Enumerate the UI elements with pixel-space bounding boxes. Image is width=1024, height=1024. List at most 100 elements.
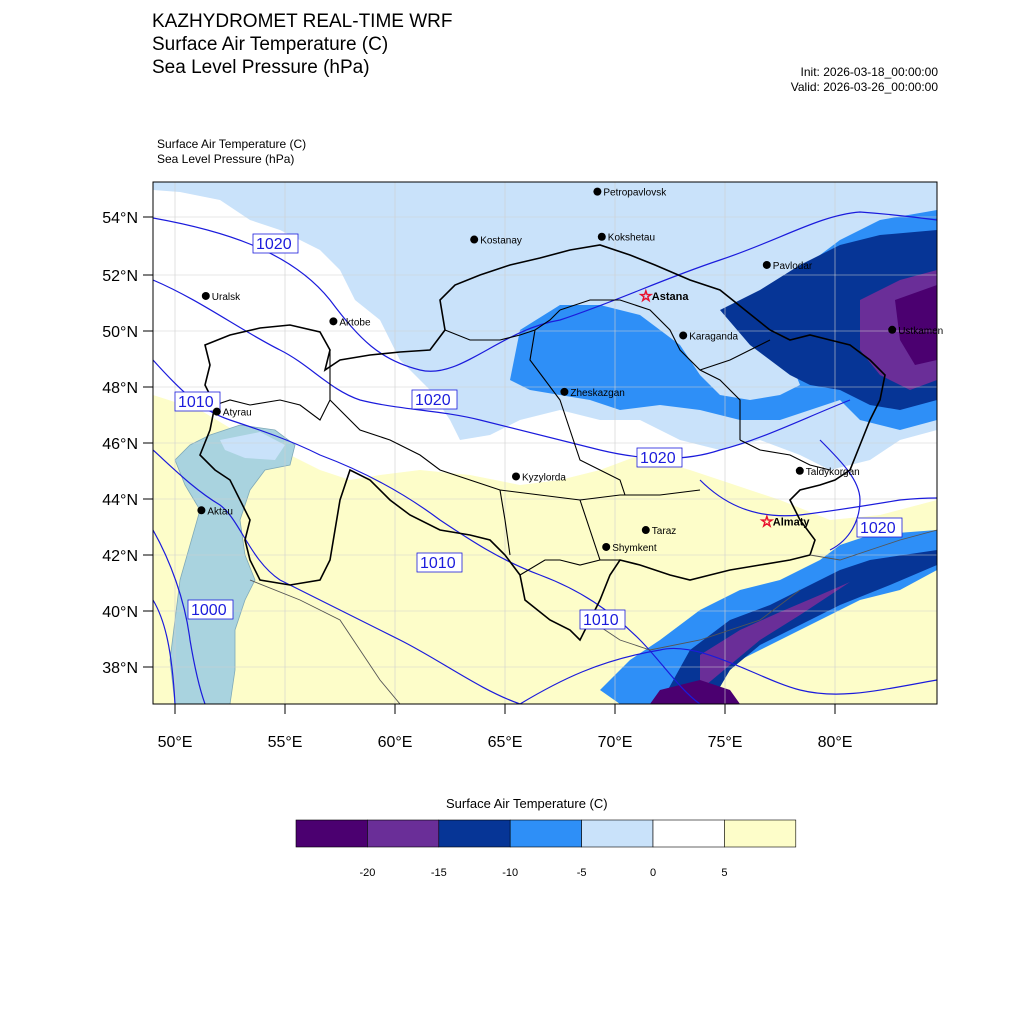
cool-zone-west — [153, 190, 360, 350]
country-border — [199, 244, 886, 642]
colorbar-swatch — [652, 819, 725, 848]
city-marker-shymkent: Shymkent — [602, 542, 657, 554]
lon-label: 75°E — [708, 734, 743, 751]
colorbar-tick-label: -10 — [502, 867, 519, 879]
lon-label: 65°E — [488, 734, 523, 751]
city-marker-petropavlovsk: Petropavlovsk — [593, 187, 667, 199]
city-label: Pavlodar — [773, 261, 813, 272]
init-time: Init: 2026-03-18_00:00:00 — [800, 65, 938, 79]
svg-text:1020: 1020 — [415, 392, 451, 409]
city-marker-kyzylorda: Kyzylorda — [512, 472, 566, 483]
lat-label: 46°N — [102, 436, 138, 453]
city-marker-kostanay: Kostanay — [470, 235, 522, 247]
colorbar-swatch — [438, 819, 511, 848]
city-label: Kokshetau — [608, 233, 655, 244]
city-marker-taldykorgan: Taldykorgan — [795, 466, 860, 478]
colorbar-tick-label: 5 — [721, 867, 728, 879]
longitude-labels: 50°E 55°E 60°E 65°E 70°E 75°E 80°E — [158, 704, 853, 751]
isobar-label: 1020 — [411, 389, 458, 410]
city-label: Petropavlovsk — [603, 188, 667, 199]
map-field — [153, 182, 937, 704]
isobar-label: 1010 — [579, 609, 626, 630]
svg-text:1020: 1020 — [640, 450, 676, 467]
lon-label: 60°E — [378, 734, 413, 751]
title-line-3: Sea Level Pressure (hPa) — [152, 57, 370, 78]
svg-text:1000: 1000 — [191, 602, 227, 619]
city-marker-uralsk: Uralsk — [201, 291, 241, 303]
colorbar-swatch — [724, 819, 797, 848]
city-dot-icon — [597, 232, 606, 241]
city-label: Taldykorgan — [806, 467, 860, 478]
city-dot-icon — [560, 387, 569, 396]
city-dot-icon — [641, 526, 650, 535]
caspian-sea — [169, 424, 296, 704]
svg-text:1010: 1010 — [178, 394, 214, 411]
city-dot-icon — [888, 325, 897, 334]
latitude-labels: 54°N 52°N 50°N 48°N 46°N 44°N 42°N 40°N … — [102, 210, 153, 677]
city-dot-icon — [762, 260, 771, 269]
oblast-borders — [214, 299, 831, 576]
city-marker-aktau: Aktau — [197, 506, 233, 517]
isobar-label: 1020 — [252, 233, 299, 254]
city-marker-karaganda: Karaganda — [679, 331, 739, 342]
arctic-zone-south — [650, 680, 740, 704]
isobar-label: 1020 — [856, 517, 903, 538]
city-label: Kyzylorda — [522, 472, 566, 483]
city-dot-icon — [329, 317, 338, 326]
capital-star-icon: ☆ — [760, 514, 773, 531]
lon-label: 70°E — [598, 734, 633, 751]
lat-label: 50°N — [102, 324, 138, 341]
city-label: Taraz — [652, 526, 676, 537]
colorbar-tick-label: -20 — [359, 867, 376, 879]
city-marker-kokshetau: Kokshetau — [597, 232, 655, 244]
graticule — [153, 182, 937, 704]
city-marker-zheskazgan: Zheskazgan — [560, 387, 625, 399]
city-label: Almaty — [773, 517, 811, 529]
lat-label: 42°N — [102, 548, 138, 565]
isobar-label: 1010 — [174, 391, 221, 412]
svg-text:1020: 1020 — [256, 236, 292, 253]
city-label: Uralsk — [212, 292, 241, 303]
lon-label: 55°E — [268, 734, 303, 751]
city-label: Aktobe — [339, 317, 371, 328]
neighbor-borders — [249, 529, 937, 704]
city-label: Shymkent — [612, 543, 657, 554]
colorbar-tick-label: -15 — [430, 867, 447, 879]
lon-label: 50°E — [158, 734, 193, 751]
colorbar-swatch — [367, 819, 440, 848]
city-dot-icon — [679, 331, 688, 340]
arctic-zone — [895, 285, 937, 365]
city-label: Atyrau — [223, 408, 252, 419]
colorbar-tick-label: 0 — [649, 867, 657, 879]
city-marker-atyrau: Atyrau — [212, 407, 252, 419]
colorbar — [295, 819, 797, 848]
city-label: Zheskazgan — [570, 388, 624, 399]
lat-label: 44°N — [102, 492, 138, 509]
city-dot-icon — [602, 542, 611, 551]
isobar-label: 1010 — [416, 552, 463, 573]
city-dot-icon — [795, 466, 804, 475]
valid-time: Valid: 2026-03-26_00:00:00 — [790, 80, 938, 94]
lon-label: 80°E — [818, 734, 853, 751]
city-label: Aktau — [207, 506, 233, 517]
title-line-2: Surface Air Temperature (C) — [152, 34, 389, 55]
city-marker-pavlodar: Pavlodar — [762, 260, 813, 272]
isobar-label: 1000 — [187, 599, 234, 620]
svg-text:1010: 1010 — [420, 555, 456, 572]
city-markers: Petropavlovsk Kokshetau Kostanay Pavlodar Ur… — [197, 187, 943, 554]
city-dot-icon — [212, 407, 221, 416]
city-marker-ustkamen: Ustkamen — [888, 325, 943, 337]
isobars — [153, 211, 937, 704]
colorbar-tick-label: -5 — [576, 867, 587, 879]
isobar-label: 1020 — [636, 447, 683, 468]
lat-label: 38°N — [102, 660, 138, 677]
isobar-labels: 1020 1010 1020 1020 1020 1010 1010 1000 — [174, 233, 903, 630]
colorbar-title: Surface Air Temperature (C) — [446, 796, 608, 811]
city-dot-icon — [197, 506, 206, 515]
title-line-1: KAZHYDROMET REAL-TIME WRF — [152, 11, 453, 32]
city-marker-almaty: ☆ Almaty — [760, 513, 811, 531]
city-dot-icon — [512, 472, 520, 481]
capital-star-icon: ☆ — [639, 288, 652, 305]
city-label: Kostanay — [480, 236, 522, 247]
